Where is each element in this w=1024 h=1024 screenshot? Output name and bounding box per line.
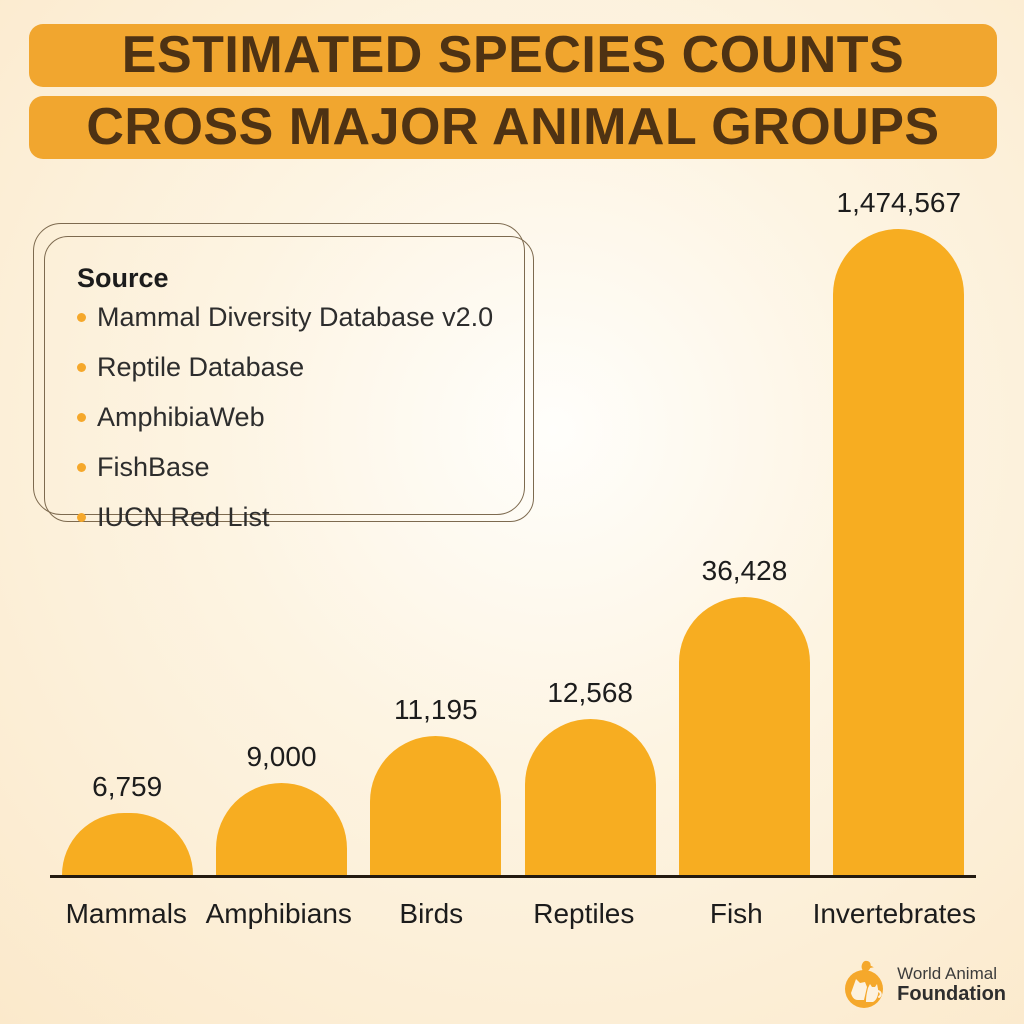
bar-value-label: 11,195 [394, 694, 478, 725]
brand-name-line2: Foundation [897, 983, 1006, 1006]
page-title: ESTIMATED SPECIES COUNTS CROSS MAJOR ANI… [29, 24, 997, 159]
bullet-icon [77, 363, 86, 372]
category-label-reptiles: Reptiles [533, 898, 635, 929]
bar-value-label: 36,428 [701, 555, 788, 586]
bar-value-label: 1,474,567 [836, 187, 962, 218]
bars-row: 6,759 9,000 11,195 12,568 36,428 1,474,567 [50, 180, 976, 878]
category-label-fish: Fish [709, 898, 763, 929]
bullet-icon [77, 413, 86, 422]
source-item: Reptile Database [77, 352, 513, 383]
bullet-icon [77, 513, 86, 522]
category-label-birds: Birds [399, 898, 464, 929]
source-list: Mammal Diversity Database v2.0 Reptile Da… [77, 302, 513, 533]
bar-column-fish: 36,428 [667, 555, 821, 875]
bar-fish [678, 597, 810, 875]
bar-column-birds: 11,195 [359, 694, 513, 875]
bar-column-mammals: 6,759 [50, 771, 204, 875]
source-item-label: AmphibiaWeb [97, 402, 265, 432]
title-line-1: ESTIMATED SPECIES COUNTS [29, 24, 997, 87]
category-label-mammals: Mammals [65, 898, 187, 929]
source-item: FishBase [77, 452, 513, 483]
source-item-label: IUCN Red List [97, 502, 270, 532]
bar-reptiles [524, 719, 656, 875]
category-labels-row: Mammals Amphibians Birds Reptiles Fish Invert… [50, 898, 976, 930]
bar-mammals [61, 813, 193, 875]
source-item-label: FishBase [97, 452, 210, 482]
source-title: Source [77, 263, 169, 293]
bar-value-label: 6,759 [92, 771, 163, 802]
source-box: Source Mammal Diversity Database v2.0 Rep… [33, 223, 534, 532]
bullet-icon [77, 463, 86, 472]
world-animal-foundation-logo-icon [845, 960, 884, 1008]
source-item: Mammal Diversity Database v2.0 [77, 302, 513, 333]
title-line-2: CROSS MAJOR ANIMAL GROUPS [29, 96, 997, 159]
bullet-icon [77, 313, 86, 322]
source-item-label: Mammal Diversity Database v2.0 [97, 302, 494, 332]
bar-birds [370, 736, 502, 875]
bar-column-invertebrates: 1,474,567 [822, 187, 976, 875]
category-label-amphibians: Amphibians [205, 898, 352, 929]
bar-chart: 6,759 9,000 11,195 12,568 36,428 1,474,567 [50, 180, 976, 878]
source-item-label: Reptile Database [97, 352, 305, 382]
source-box-inner: Source Mammal Diversity Database v2.0 Rep… [44, 236, 534, 532]
bar-invertebrates [833, 229, 965, 875]
source-item: AmphibiaWeb [77, 402, 513, 433]
footer-brand: World Animal Foundation [840, 960, 1006, 1010]
category-label-invertebrates: Invertebrates [812, 898, 976, 929]
bar-value-label: 12,568 [547, 677, 633, 708]
bar-column-amphibians: 9,000 [204, 741, 358, 875]
bar-column-reptiles: 12,568 [513, 677, 667, 875]
bar-amphibians [215, 783, 347, 875]
brand-text: World Animal Foundation [897, 964, 1006, 1005]
source-item: IUCN Red List [77, 502, 513, 533]
brand-name-line1: World Animal [897, 964, 997, 984]
bar-value-label: 9,000 [246, 741, 317, 772]
